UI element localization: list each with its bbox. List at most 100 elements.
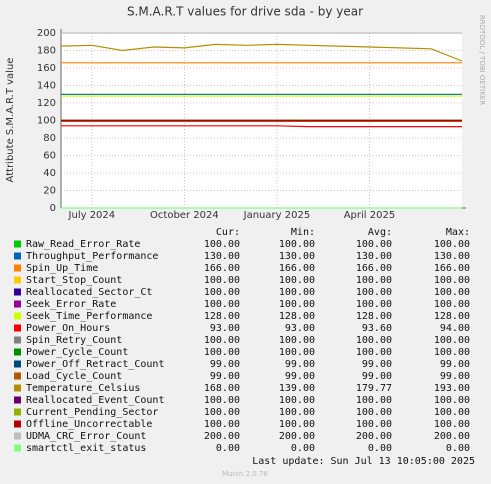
legend-stat: 94.00 — [440, 323, 470, 334]
legend-swatch — [14, 324, 21, 332]
legend-label: Raw_Read_Error_Rate — [26, 239, 140, 250]
legend-stat: 100.00 — [279, 299, 315, 310]
legend-stat: 100.00 — [279, 419, 315, 430]
x-tick-label: October 2024 — [150, 210, 219, 221]
legend-stat: 0.00 — [291, 443, 315, 454]
legend-stat: 128.00 — [279, 311, 315, 322]
legend-stat: 100.00 — [434, 395, 470, 406]
legend-label: smartctl_exit_status — [26, 443, 146, 454]
legend-label: Offline_Uncorrectable — [26, 419, 152, 430]
legend-stat: 100.00 — [204, 239, 240, 250]
legend-stat: 99.00 — [440, 359, 470, 370]
column-header: Min: — [291, 227, 315, 238]
legend-stat: 0.00 — [216, 443, 240, 454]
legend-stat: 0.00 — [446, 443, 470, 454]
legend-stat: 93.00 — [285, 323, 315, 334]
y-tick-label: 100 — [37, 116, 56, 127]
legend-swatch — [14, 384, 21, 392]
legend-stat: 100.00 — [279, 275, 315, 286]
legend-swatch — [14, 276, 21, 284]
column-header: Max: — [446, 227, 470, 238]
legend-stat: 93.00 — [210, 323, 240, 334]
x-tick-label: April 2025 — [344, 210, 395, 221]
legend-label: Spin_Retry_Count — [26, 335, 122, 346]
chart-title: S.M.A.R.T values for drive sda - by year — [127, 5, 363, 19]
legend-swatch — [14, 396, 21, 404]
legend-stat: 193.00 — [434, 383, 470, 394]
legend-stat: 0.00 — [368, 443, 392, 454]
legend-stat: 128.00 — [204, 311, 240, 322]
legend-label: Power_On_Hours — [26, 323, 110, 334]
legend-stat: 100.00 — [279, 239, 315, 250]
legend-stat: 100.00 — [204, 287, 240, 298]
legend-stat: 99.00 — [362, 359, 392, 370]
legend-stat: 99.00 — [440, 371, 470, 382]
legend-swatch — [14, 444, 21, 452]
legend-swatch — [14, 360, 21, 368]
legend-stat: 200.00 — [279, 431, 315, 442]
legend-stat: 200.00 — [204, 431, 240, 442]
legend-stat: 100.00 — [204, 335, 240, 346]
series-line — [60, 43, 463, 62]
legend-stat: 100.00 — [279, 287, 315, 298]
legend-stat: 99.00 — [285, 359, 315, 370]
legend-swatch — [14, 420, 21, 428]
legend-stat: 100.00 — [356, 239, 392, 250]
legend-stat: 100.00 — [356, 335, 392, 346]
legend-stat: 100.00 — [356, 275, 392, 286]
x-tick-label: July 2024 — [68, 210, 116, 221]
legend-stat: 100.00 — [434, 287, 470, 298]
last-update: Last update: Sun Jul 13 10:05:00 2025 — [252, 456, 475, 467]
legend-label: Reallocated_Sector_Ct — [26, 287, 152, 298]
legend-stat: 100.00 — [279, 347, 315, 358]
legend-swatch — [14, 408, 21, 416]
legend-stat: 100.00 — [204, 347, 240, 358]
legend-swatch — [14, 240, 21, 248]
legend-stat: 99.00 — [285, 371, 315, 382]
legend-label: Power_Cycle_Count — [26, 347, 128, 358]
legend-swatch — [14, 336, 21, 344]
legend-label: Spin_Up_Time — [26, 263, 98, 274]
legend-stat: 100.00 — [279, 335, 315, 346]
legend-stat: 168.00 — [204, 383, 240, 394]
legend-label: Start_Stop_Count — [26, 275, 122, 286]
series-line — [61, 125, 462, 128]
legend-stat: 100.00 — [356, 407, 392, 418]
legend-stat: 100.00 — [204, 275, 240, 286]
legend-stat: 139.00 — [279, 383, 315, 394]
y-tick-label: 180 — [37, 46, 56, 57]
legend-stat: 166.00 — [434, 263, 470, 274]
legend-swatch — [14, 312, 21, 320]
legend-swatch — [14, 432, 21, 440]
legend-stat: 100.00 — [279, 395, 315, 406]
legend-stat: 100.00 — [356, 395, 392, 406]
y-tick-label: 20 — [43, 186, 56, 197]
y-tick-label: 120 — [37, 98, 56, 109]
legend-stat: 100.00 — [356, 419, 392, 430]
legend-stat: 100.00 — [204, 395, 240, 406]
legend-stat: 128.00 — [356, 311, 392, 322]
y-tick-label: 80 — [43, 133, 56, 144]
x-tick-label: January 2025 — [243, 210, 311, 221]
legend-stat: 128.00 — [434, 311, 470, 322]
legend-label: Temperature_Celsius — [26, 383, 140, 394]
legend-label: Load_Cycle_Count — [26, 371, 122, 382]
column-header: Cur: — [216, 227, 240, 238]
legend-swatch — [14, 372, 21, 380]
legend-stat: 100.00 — [356, 299, 392, 310]
legend-stat: 99.00 — [362, 371, 392, 382]
legend-swatch — [14, 252, 21, 260]
legend-label: Seek_Error_Rate — [26, 299, 116, 310]
legend-stat: 100.00 — [204, 407, 240, 418]
legend-label: Seek_Time_Performance — [26, 311, 152, 322]
legend-stat: 166.00 — [279, 263, 315, 274]
legend-stat: 100.00 — [279, 407, 315, 418]
legend-stat: 100.00 — [434, 299, 470, 310]
y-tick-label: 160 — [37, 63, 56, 74]
column-header: Avg: — [368, 227, 392, 238]
legend-stat: 200.00 — [356, 431, 392, 442]
legend-stat: 100.00 — [204, 299, 240, 310]
legend-label: Reallocated_Event_Count — [26, 395, 164, 406]
y-tick-label: 60 — [43, 151, 56, 162]
